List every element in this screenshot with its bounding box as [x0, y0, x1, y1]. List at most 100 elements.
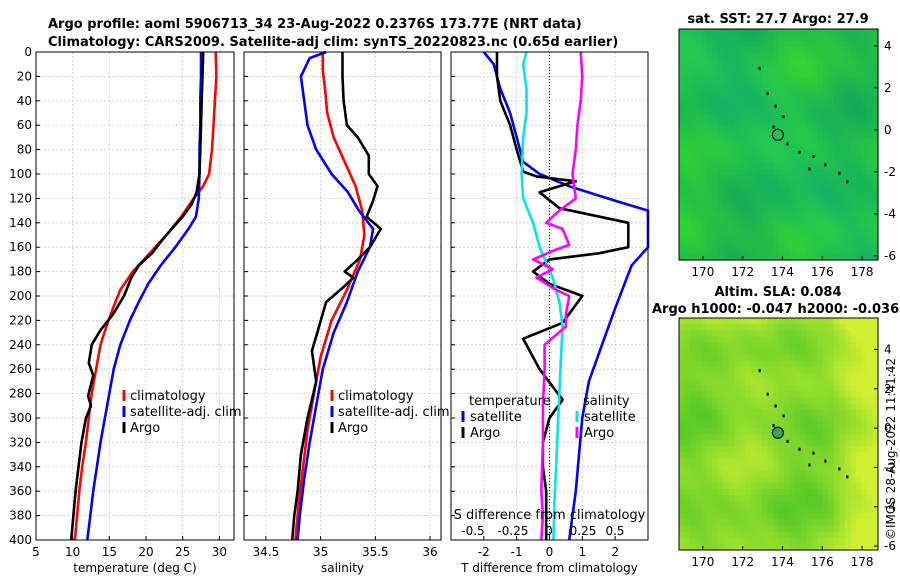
map-x-tick-label: 170 [691, 265, 714, 279]
map-cell [690, 354, 697, 362]
map-cell [712, 29, 719, 36]
map-cell [822, 434, 829, 441]
map-cell [728, 95, 735, 103]
map-cell [761, 336, 769, 344]
map-cell [866, 187, 874, 194]
map-cell [789, 168, 796, 176]
map-cell [690, 366, 697, 374]
map-cell [728, 229, 735, 237]
map-cell [679, 379, 686, 386]
map-cell [750, 132, 757, 140]
map-cell [684, 409, 691, 417]
map-cell [844, 150, 851, 158]
map-cell [739, 501, 746, 508]
map-cell [684, 507, 691, 514]
map-cell [872, 543, 879, 551]
map-cell [750, 35, 757, 42]
map-cell [767, 391, 774, 398]
map-cell [745, 65, 752, 73]
legend-label: Argo [338, 421, 368, 436]
map-y-tick-label: 2 [884, 382, 892, 396]
map-cell [811, 77, 818, 85]
map-cell [761, 452, 769, 460]
map-cell [756, 138, 763, 146]
map-cell [739, 229, 746, 237]
map-cell [806, 482, 813, 490]
map-cell [789, 187, 796, 194]
map-cell [679, 77, 686, 85]
map-cell [745, 385, 752, 392]
map-cell [739, 403, 746, 411]
map-cell [822, 513, 829, 521]
map-cell [734, 162, 741, 170]
map-cell [723, 482, 730, 490]
map-cell [784, 427, 791, 435]
map-cell [850, 29, 857, 36]
map-cell [855, 385, 863, 392]
map-cell [728, 427, 735, 435]
map-cell [701, 507, 708, 514]
map-cell [833, 71, 840, 79]
map-cell [739, 29, 746, 36]
map-cell [690, 229, 697, 237]
map-cell [800, 324, 807, 331]
map-cell [811, 360, 818, 368]
map-cell [717, 452, 724, 460]
map-cell [800, 409, 807, 417]
map-cell [817, 83, 824, 91]
map-cell [844, 77, 851, 85]
map-cell [717, 247, 724, 255]
map-cell [861, 318, 868, 325]
map-cell [844, 217, 851, 225]
map-cell [795, 174, 802, 182]
map-cell [822, 409, 829, 417]
map-cell [712, 162, 719, 170]
map-cell [756, 229, 763, 237]
map-cell [828, 513, 835, 521]
map-cell [855, 199, 863, 206]
map-cell [778, 162, 785, 170]
map-cell [679, 108, 686, 115]
map-cell [784, 41, 791, 48]
map-cell [822, 360, 829, 368]
map-cell [684, 211, 691, 219]
map-cell [789, 427, 796, 435]
map-cell [750, 397, 757, 405]
map-cell [728, 174, 735, 182]
map-cell [728, 71, 735, 79]
map-cell [828, 120, 835, 127]
map-cell [728, 391, 735, 398]
map-cell [833, 470, 840, 478]
map-cell [822, 452, 829, 460]
map-cell [839, 71, 846, 79]
map-cell [833, 89, 840, 97]
map-cell [800, 318, 807, 325]
map-cell [861, 421, 868, 429]
map-cell [784, 29, 791, 36]
map-cell [811, 53, 818, 60]
map-cell [690, 59, 697, 67]
map-cell [734, 71, 741, 79]
map-cell [712, 372, 719, 380]
map-cell [839, 415, 846, 423]
map-cell [767, 495, 774, 502]
map-cell [695, 114, 702, 121]
map-cell [745, 543, 752, 551]
map-cell [811, 211, 818, 219]
map-cell [684, 434, 691, 441]
map-cell [811, 35, 818, 42]
map-cell [822, 101, 829, 109]
map-cell [778, 235, 785, 243]
map-cell [728, 65, 735, 73]
map-cell [701, 41, 708, 48]
map-cell [734, 330, 741, 337]
map-cell [806, 199, 813, 206]
map-cell [723, 229, 730, 237]
map-cell [839, 193, 846, 200]
map-cell [817, 89, 824, 97]
map-cell [750, 537, 757, 545]
map-cell [712, 41, 719, 48]
map-cell [679, 372, 686, 380]
map-cell [855, 138, 863, 146]
map-cell [723, 138, 730, 146]
